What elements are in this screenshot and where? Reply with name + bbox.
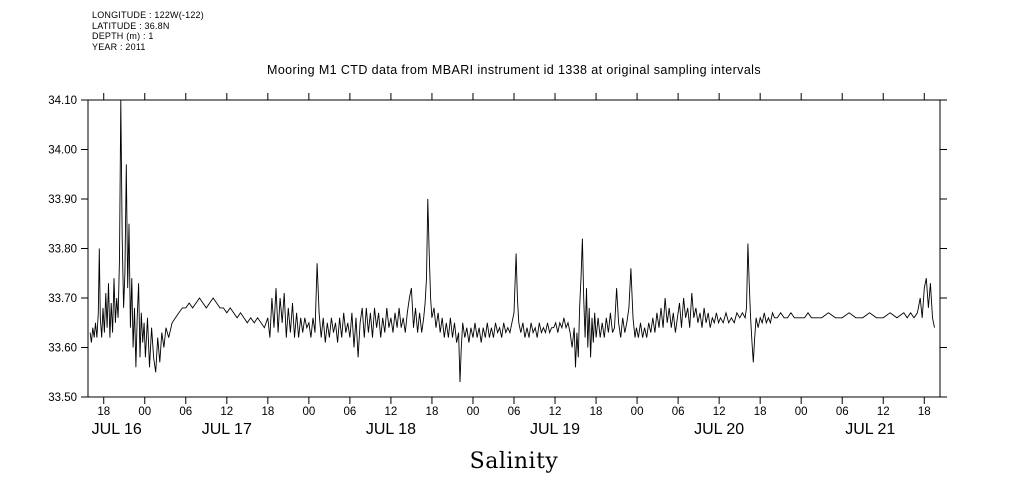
x-tick-label: 00 [467,406,480,418]
x-tick-label: 18 [590,406,603,418]
day-label: JUL 16 [92,421,142,438]
chart-title: Mooring M1 CTD data from MBARI instrumen… [267,63,761,77]
x-tick-label: 18 [97,406,110,418]
metadata-year: YEAR : 2011 [92,41,146,52]
x-tick-label: 00 [795,406,808,418]
x-tick-label: 06 [836,406,849,418]
day-label: JUL 19 [530,421,580,438]
x-tick-label: 12 [713,406,726,418]
plot-frame [87,99,941,398]
x-tick-label: 12 [220,406,233,418]
y-tick-label: 34.00 [48,145,77,157]
y-tick-label: 33.80 [48,244,77,256]
metadata-longitude: LONGITUDE : 122W(-122) [92,10,204,20]
x-tick-label: 00 [631,406,644,418]
metadata-depth: DEPTH (m) : 1 [92,31,154,41]
x-tick-label: 12 [877,406,890,418]
x-tick-label: 18 [754,406,767,418]
y-tick-label: 33.60 [48,343,77,355]
day-label: JUL 17 [202,421,252,438]
day-label: JUL 21 [845,421,895,438]
header-metadata: LONGITUDE : 122W(-122) LATITUDE : 36.8N … [92,10,204,52]
x-tick-label: 12 [549,406,562,418]
day-label: JUL 18 [366,421,416,438]
x-tick-label: 18 [918,406,931,418]
x-tick-label: 06 [179,406,192,418]
y-tick-label: 33.50 [48,392,77,404]
x-tick-label: 18 [426,406,439,418]
salinity-line [89,99,935,383]
x-tick-label: 18 [261,406,274,418]
salinity-axis-label: Salinity [469,449,559,474]
x-tick-label: 00 [302,406,315,418]
x-tick-label: 06 [343,406,356,418]
y-tick-label: 33.90 [48,194,77,206]
x-tick-label: 06 [508,406,521,418]
y-tick-label: 34.10 [48,95,77,107]
y-tick-label: 33.70 [48,293,77,305]
x-tick-label: 12 [385,406,398,418]
day-label: JUL 20 [694,421,744,438]
x-tick-label: 00 [138,406,151,418]
x-tick-label: 06 [672,406,685,418]
metadata-latitude: LATITUDE : 36.8N [92,20,170,31]
